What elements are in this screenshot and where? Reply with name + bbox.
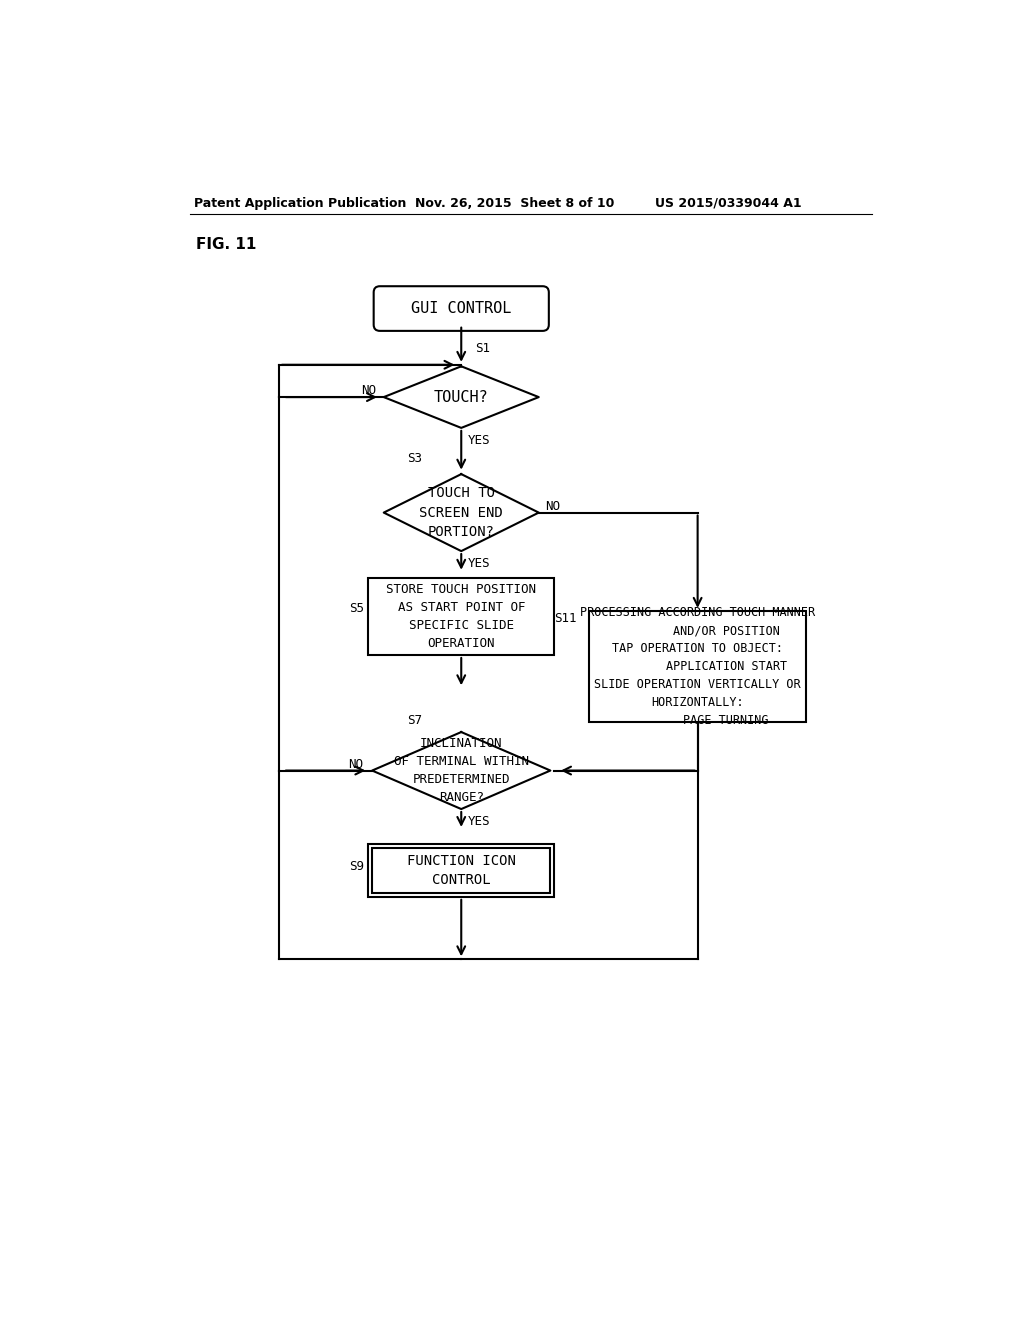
Text: NO: NO [545, 500, 560, 513]
Text: FIG. 11: FIG. 11 [197, 238, 257, 252]
Text: PROCESSING ACCORDING TOUCH MANNER
        AND/OR POSITION
TAP OPERATION TO OBJEC: PROCESSING ACCORDING TOUCH MANNER AND/OR… [580, 606, 815, 727]
Text: S11: S11 [554, 612, 577, 624]
Text: TOUCH?: TOUCH? [434, 389, 488, 405]
Text: S7: S7 [407, 714, 422, 727]
Text: YES: YES [467, 434, 489, 447]
FancyBboxPatch shape [374, 286, 549, 331]
Text: S9: S9 [349, 861, 364, 874]
Bar [369, 845, 554, 896]
Text: NO: NO [361, 384, 376, 397]
Text: NO: NO [348, 758, 362, 771]
Bar [372, 849, 550, 892]
Text: STORE TOUCH POSITION
AS START POINT OF
SPECIFIC SLIDE
OPERATION: STORE TOUCH POSITION AS START POINT OF S… [386, 583, 537, 649]
Bar [369, 578, 554, 655]
Text: TOUCH TO
SCREEN END
PORTION?: TOUCH TO SCREEN END PORTION? [420, 486, 503, 539]
Bar [589, 611, 806, 722]
Text: Nov. 26, 2015  Sheet 8 of 10: Nov. 26, 2015 Sheet 8 of 10 [415, 197, 614, 210]
Text: FUNCTION ICON
CONTROL: FUNCTION ICON CONTROL [407, 854, 516, 887]
Text: S1: S1 [475, 342, 490, 355]
Text: GUI CONTROL: GUI CONTROL [411, 301, 511, 315]
Text: YES: YES [467, 816, 489, 828]
Polygon shape [384, 367, 539, 428]
Text: INCLINATION
OF TERMINAL WITHIN
PREDETERMINED
RANGE?: INCLINATION OF TERMINAL WITHIN PREDETERM… [394, 737, 528, 804]
Text: Patent Application Publication: Patent Application Publication [194, 197, 407, 210]
Polygon shape [384, 474, 539, 552]
Text: S5: S5 [349, 602, 364, 615]
Text: US 2015/0339044 A1: US 2015/0339044 A1 [655, 197, 802, 210]
Text: S3: S3 [407, 453, 422, 465]
Polygon shape [372, 733, 550, 809]
Text: YES: YES [467, 557, 489, 570]
